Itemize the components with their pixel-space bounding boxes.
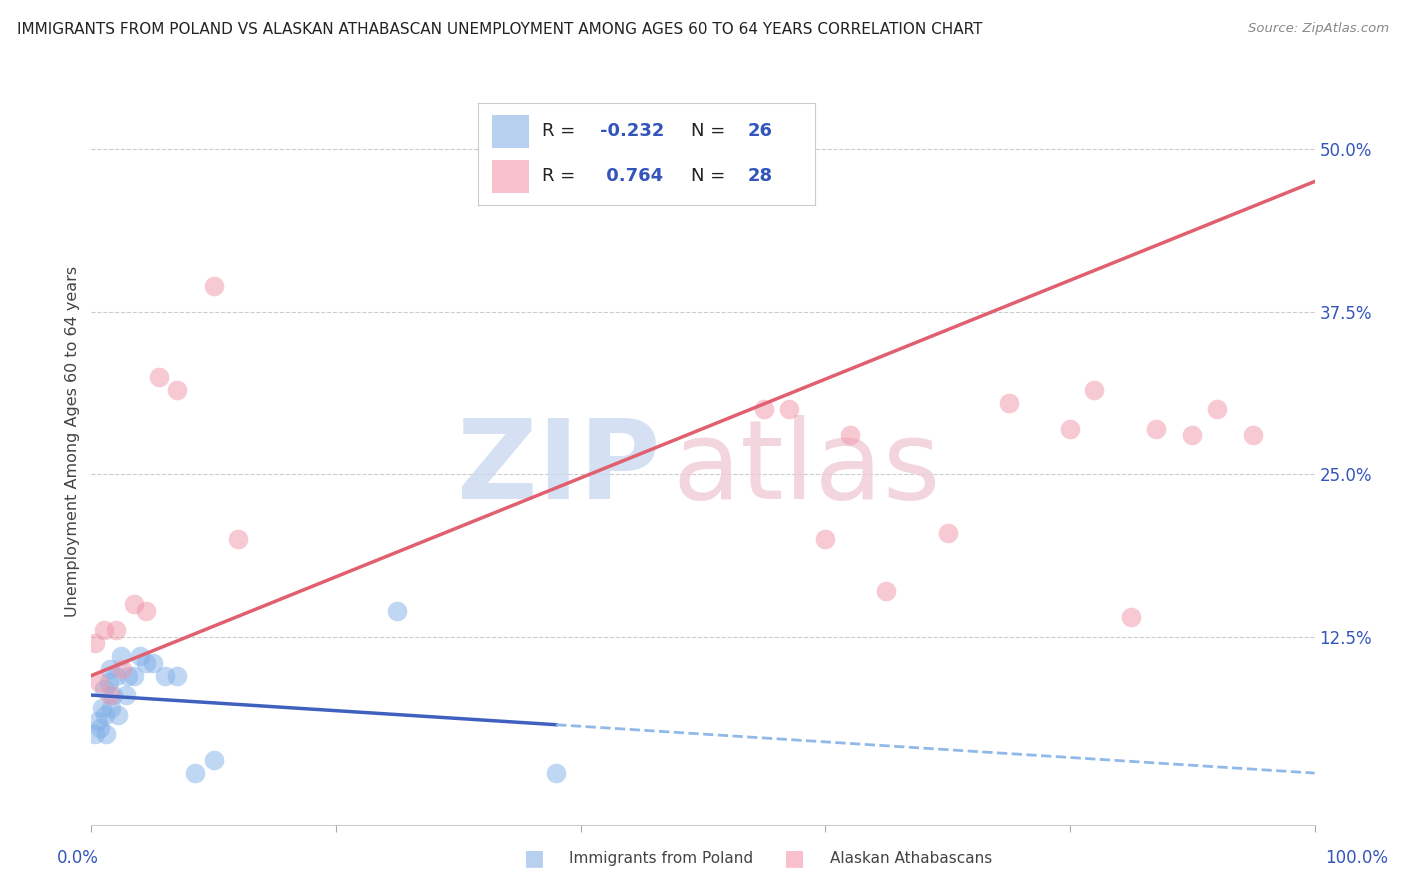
Text: 0.764: 0.764 xyxy=(599,168,662,186)
Text: N =: N = xyxy=(690,168,731,186)
Point xyxy=(122,668,145,682)
Point xyxy=(814,532,837,546)
Point xyxy=(93,681,115,696)
Point xyxy=(1083,383,1105,397)
Text: R =: R = xyxy=(543,122,581,140)
Point xyxy=(107,707,129,722)
Point xyxy=(98,662,121,676)
Point xyxy=(1243,428,1265,442)
Point xyxy=(129,649,152,664)
Point xyxy=(114,688,136,702)
Point xyxy=(1121,610,1143,624)
Point xyxy=(385,603,409,617)
Y-axis label: Unemployment Among Ages 60 to 64 years: Unemployment Among Ages 60 to 64 years xyxy=(65,266,80,617)
Point xyxy=(754,402,776,417)
Point xyxy=(122,597,145,611)
Text: Alaskan Athabascans: Alaskan Athabascans xyxy=(830,851,991,865)
Point xyxy=(166,383,188,397)
Text: 0.0%: 0.0% xyxy=(56,849,98,867)
Point xyxy=(135,603,157,617)
Text: ■: ■ xyxy=(785,848,804,868)
Point xyxy=(117,668,139,682)
Text: IMMIGRANTS FROM POLAND VS ALASKAN ATHABASCAN UNEMPLOYMENT AMONG AGES 60 TO 64 YE: IMMIGRANTS FROM POLAND VS ALASKAN ATHABA… xyxy=(17,22,983,37)
Text: R =: R = xyxy=(543,168,581,186)
Point xyxy=(998,395,1021,409)
Point xyxy=(104,623,127,637)
Text: N =: N = xyxy=(690,122,731,140)
Point xyxy=(87,675,110,690)
Point xyxy=(631,136,654,150)
Text: 100.0%: 100.0% xyxy=(1326,849,1388,867)
Text: 26: 26 xyxy=(748,122,773,140)
Point xyxy=(141,656,163,670)
Point xyxy=(148,369,170,384)
Text: 28: 28 xyxy=(748,168,773,186)
Point xyxy=(778,402,800,417)
Point xyxy=(104,668,127,682)
Point xyxy=(875,584,898,599)
Text: atlas: atlas xyxy=(672,415,941,522)
Point xyxy=(1059,421,1081,435)
FancyBboxPatch shape xyxy=(492,115,529,148)
Point xyxy=(936,525,959,540)
Text: ZIP: ZIP xyxy=(457,415,661,522)
Point xyxy=(135,656,157,670)
Point xyxy=(226,532,249,546)
Point xyxy=(84,636,107,650)
Point xyxy=(103,688,125,702)
Point xyxy=(97,675,120,690)
Text: Source: ZipAtlas.com: Source: ZipAtlas.com xyxy=(1249,22,1389,36)
Point xyxy=(546,766,568,780)
Point xyxy=(1181,428,1204,442)
Point xyxy=(1205,402,1227,417)
Point xyxy=(89,721,111,735)
Point xyxy=(202,753,225,767)
Point xyxy=(166,668,188,682)
Point xyxy=(94,727,117,741)
Point xyxy=(692,136,714,150)
Point xyxy=(184,766,207,780)
FancyBboxPatch shape xyxy=(492,160,529,193)
Point xyxy=(100,701,122,715)
Text: -0.232: -0.232 xyxy=(599,122,664,140)
Point xyxy=(94,707,117,722)
Point xyxy=(98,688,121,702)
Point xyxy=(838,428,860,442)
Point xyxy=(86,714,108,728)
Point xyxy=(153,668,176,682)
Point xyxy=(202,278,225,293)
Text: ■: ■ xyxy=(524,848,544,868)
Point xyxy=(111,662,134,676)
Text: Immigrants from Poland: Immigrants from Poland xyxy=(569,851,754,865)
Point xyxy=(91,701,114,715)
Point xyxy=(93,623,115,637)
Point xyxy=(1144,421,1167,435)
Point xyxy=(84,727,107,741)
Point xyxy=(110,649,132,664)
